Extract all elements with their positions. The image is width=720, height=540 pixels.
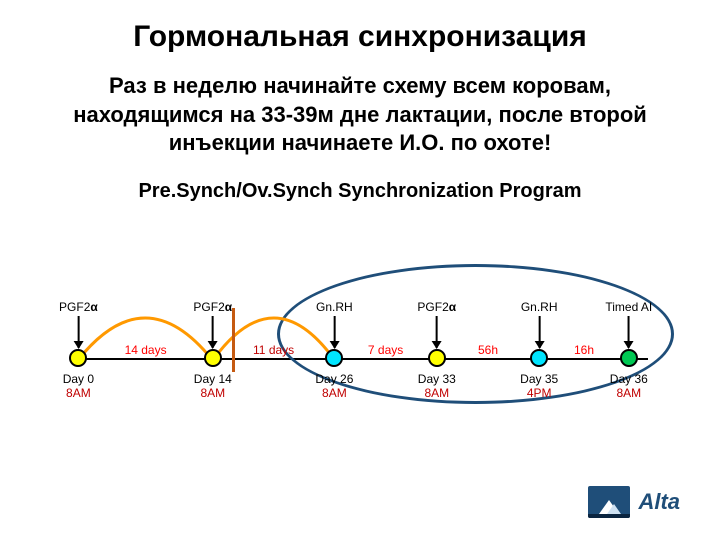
timeline-node <box>428 349 446 367</box>
hormone-label: PGF2α <box>417 300 456 314</box>
logo-text: Alta <box>638 489 680 515</box>
interval-label: 11 days <box>253 343 294 357</box>
day-label: Day 268AM <box>315 372 353 400</box>
timeline-diagram: PGF2α Day 08AM PGF2α Day 148AM Gn.RH Day 268A… <box>40 290 680 420</box>
timeline-node <box>325 349 343 367</box>
day-label: Day 368AM <box>610 372 648 400</box>
injection-arrow: Gn.RH <box>316 300 353 348</box>
day-label: Day 354PM <box>520 372 558 400</box>
hormone-label: PGF2α <box>59 300 98 314</box>
day-label: Day 338AM <box>418 372 456 400</box>
day-label: Day 148AM <box>194 372 232 400</box>
injection-arrow: PGF2α <box>193 300 232 348</box>
timeline-node <box>204 349 222 367</box>
hormone-label: Gn.RH <box>521 300 558 314</box>
interval-label: 7 days <box>368 343 403 357</box>
hormone-label: Timed AI <box>605 300 652 314</box>
timeline-node <box>620 349 638 367</box>
timeline-node <box>69 349 87 367</box>
program-label: Pre.Synch/Ov.Synch Synchronization Progr… <box>40 180 680 203</box>
phase-divider <box>232 308 235 372</box>
slide-title: Гормональная синхронизация <box>40 20 680 54</box>
injection-arrow: PGF2α <box>417 300 456 348</box>
slide-subtitle: Раз в неделю начинайте схему всем корова… <box>40 72 680 158</box>
hormone-label: Gn.RH <box>316 300 353 314</box>
logo-badge-icon <box>588 486 630 518</box>
injection-arrow: Gn.RH <box>521 300 558 348</box>
injection-arrow: Timed AI <box>605 300 652 348</box>
hormone-label: PGF2α <box>193 300 232 314</box>
footer-logo: Alta <box>588 486 680 518</box>
interval-label: 14 days <box>125 343 167 357</box>
interval-label: 56h <box>478 343 498 357</box>
day-label: Day 08AM <box>63 372 94 400</box>
injection-arrow: PGF2α <box>59 300 98 348</box>
interval-label: 16h <box>574 343 594 357</box>
timeline-node <box>530 349 548 367</box>
